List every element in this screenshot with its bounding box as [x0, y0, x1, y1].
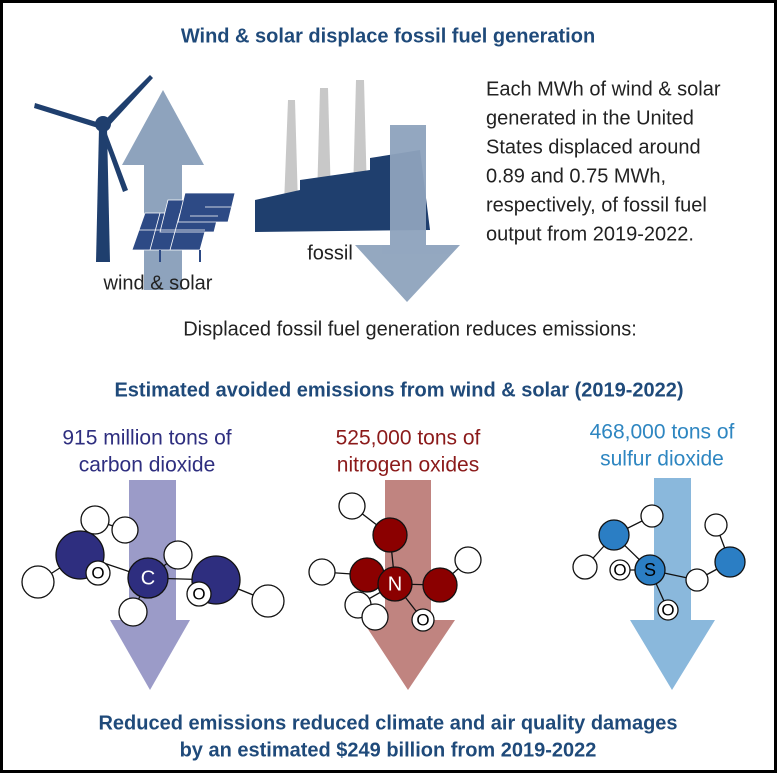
description: Each MWh of wind & solar generated in th… [486, 78, 721, 245]
so2-molecule: O S O [572, 504, 746, 621]
wind-turbine [34, 75, 153, 262]
atom-label: O [91, 563, 104, 582]
emission-label: sulfur dioxide [600, 448, 724, 471]
atom-label: N [388, 573, 402, 595]
emission-label: 468,000 tons of [590, 421, 735, 444]
description-line: respectively, of fossil fuel [486, 194, 707, 216]
footer-line: by an estimated $249 billion from 2019-2… [180, 739, 597, 761]
footer-line: Reduced emissions reduced climate and ai… [98, 712, 677, 734]
emissions-title: Estimated avoided emissions from wind & … [114, 379, 683, 401]
emission-label: nitrogen oxides [337, 454, 479, 477]
fossil-label: fossil [307, 242, 353, 264]
wind-solar-label: wind & solar [103, 272, 213, 294]
factory [255, 80, 430, 232]
emission-label: 525,000 tons of [336, 427, 481, 450]
description-line: 0.89 and 0.75 MWh, [486, 165, 666, 187]
title: Wind & solar displace fossil fuel genera… [181, 25, 595, 47]
atom-label: O [613, 560, 626, 579]
description-line: output from 2019-2022. [486, 223, 694, 245]
subheading: Displaced fossil fuel generation reduces… [183, 318, 637, 340]
emission-label: 915 million tons of [62, 427, 231, 450]
atom-label: O [192, 584, 205, 603]
solar-panels [131, 192, 236, 262]
so2-arrow [630, 478, 715, 690]
emission-label: carbon dioxide [79, 454, 216, 477]
co2-molecule: O C O [21, 505, 285, 627]
atom-label: S [644, 560, 656, 580]
atom-label: C [141, 567, 155, 589]
description-line: Each MWh of wind & solar [486, 78, 721, 100]
atom-label: O [661, 600, 674, 619]
description-line: States displaced around [486, 136, 701, 158]
nox-molecule: N O [308, 492, 482, 632]
down-arrow [355, 125, 460, 302]
description-line: generated in the United [486, 107, 694, 129]
atom-label: O [416, 610, 429, 629]
